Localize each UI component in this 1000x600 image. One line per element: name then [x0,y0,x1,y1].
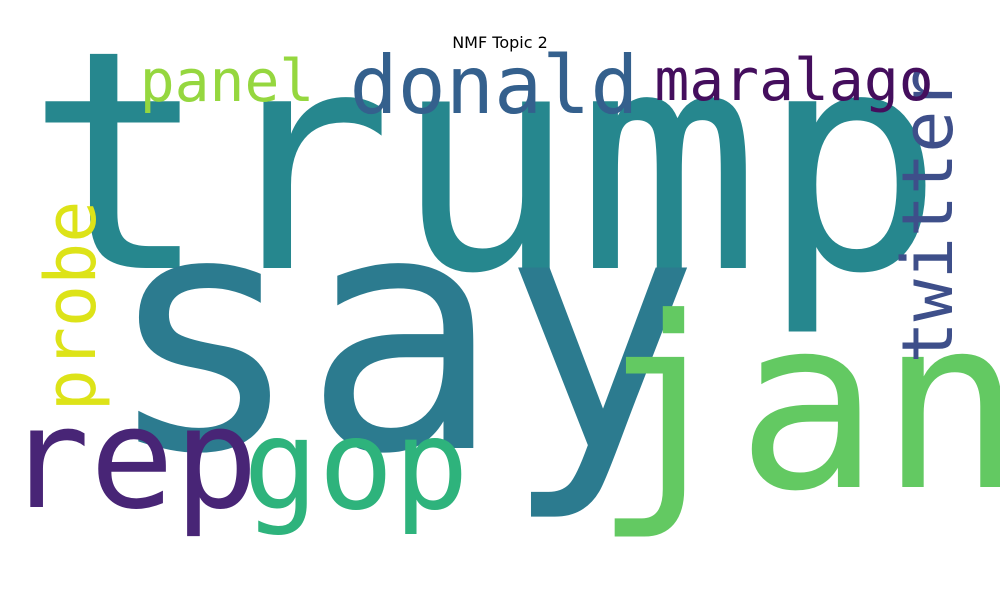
word-panel: panel [140,47,315,115]
word-donald: donald [350,39,639,132]
chart-title: NMF Topic 2 [452,33,548,52]
word-say: say [104,142,700,526]
word-trump: trump [26,0,944,340]
word-gop: gop [243,393,469,538]
word-rep: rep [6,378,259,541]
word-twitter: twitter [887,68,969,363]
word-maralago: maralago [654,46,933,114]
word-probe: probe [30,201,112,412]
word-jan: jan [593,267,1000,544]
